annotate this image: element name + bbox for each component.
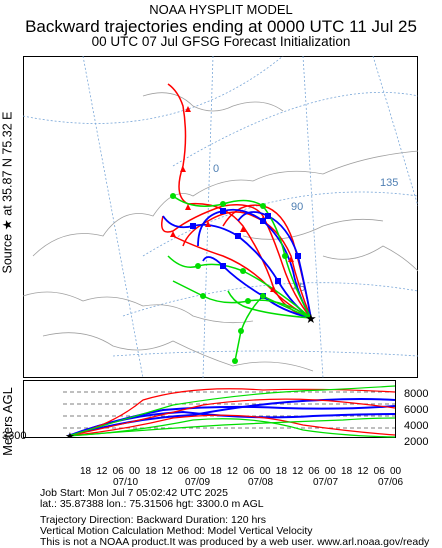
profile-hour-tick: 18: [80, 466, 92, 477]
profile-hour-tick: 00: [324, 466, 336, 477]
green-trajectory-path: [172, 280, 312, 319]
height-profile: ★: [23, 380, 396, 438]
profile-start-height: 3300: [2, 430, 27, 442]
red-trajectory-path: [182, 211, 312, 319]
green-trajectory-path: [227, 290, 312, 319]
info-location: lat.: 35.87388 lon.: 75.31506 hgt: 3300.…: [40, 498, 264, 510]
source-label: Source ★ at 35.87 N 75.32 E: [0, 111, 15, 274]
profile-hour-tick: 12: [96, 466, 108, 477]
profile-hour-tick: 06: [373, 466, 385, 477]
profile-hour-tick: 18: [145, 466, 157, 477]
profile-date-0709: 07/09: [185, 477, 211, 488]
profile-date-0710: 07/10: [113, 477, 139, 488]
profile-hour-tick: 12: [226, 466, 238, 477]
profile-hour-tick: 06: [112, 466, 124, 477]
profile-date-0707: 07/07: [313, 477, 339, 488]
profile-hour-tick: 12: [161, 466, 173, 477]
coastlines: [23, 92, 418, 372]
trajectory-map: 135 90 0 45: [23, 56, 418, 378]
blue-trajectory-path: [237, 211, 312, 319]
green-trajectory-path: [234, 295, 312, 362]
profile-ytick-4000: 4000: [404, 420, 429, 432]
title-line-3: 00 UTC 07 Jul GFSG Forecast Initializati…: [91, 34, 351, 49]
profile-hour-tick: 00: [128, 466, 141, 477]
trajectory-markers: [170, 106, 301, 364]
info-direction: Trajectory Direction: Backward Duration:…: [40, 514, 267, 526]
profile-hour-tick: 18: [275, 466, 287, 477]
profile-ytick-6000: 6000: [404, 404, 429, 416]
profile-hour-tick: 00: [259, 466, 271, 477]
blue-trajectory-path: [202, 256, 312, 319]
profile-hour-tick: 00: [390, 466, 402, 477]
meters-agl-label: Meters AGL: [0, 387, 15, 456]
profile-hour-tick: 00: [194, 466, 206, 477]
info-job-start: Job Start: Mon Jul 7 05:02:42 UTC 2025: [40, 487, 228, 499]
green-profile: [67, 385, 396, 438]
profile-ytick-2000: 2000: [404, 436, 429, 448]
info-vertical-method: Vertical Motion Calculation Method: Mode…: [40, 525, 313, 537]
profile-date-0706: 07/06: [378, 477, 404, 488]
info-disclaimer: This is not a NOAA product.It was produc…: [40, 536, 430, 548]
red-trajectory-path: [172, 235, 312, 319]
profile-hour-tick: 18: [341, 466, 353, 477]
profile-start-star-icon: ★: [65, 430, 75, 438]
source-star-icon: ★: [305, 312, 317, 327]
profile-hour-tick: 18: [210, 466, 222, 477]
lon-label-0: 0: [213, 163, 219, 175]
profile-date-0708: 07/08: [248, 477, 274, 488]
profile-hour-tick: 06: [243, 466, 255, 477]
profile-ytick-8000: 8000: [404, 388, 429, 400]
profile-hour-tick: 12: [292, 466, 304, 477]
lon-label-135: 135: [380, 177, 398, 189]
profile-hour-tick: 12: [357, 466, 369, 477]
title-line-1: NOAA HYSPLIT MODEL: [149, 2, 293, 17]
profile-hour-tick: 06: [177, 466, 190, 477]
profile-hour-tick: 06: [308, 466, 320, 477]
lon-label-90: 90: [291, 201, 303, 213]
title-line-2: Backward trajectories ending at 0000 UTC…: [25, 17, 417, 36]
